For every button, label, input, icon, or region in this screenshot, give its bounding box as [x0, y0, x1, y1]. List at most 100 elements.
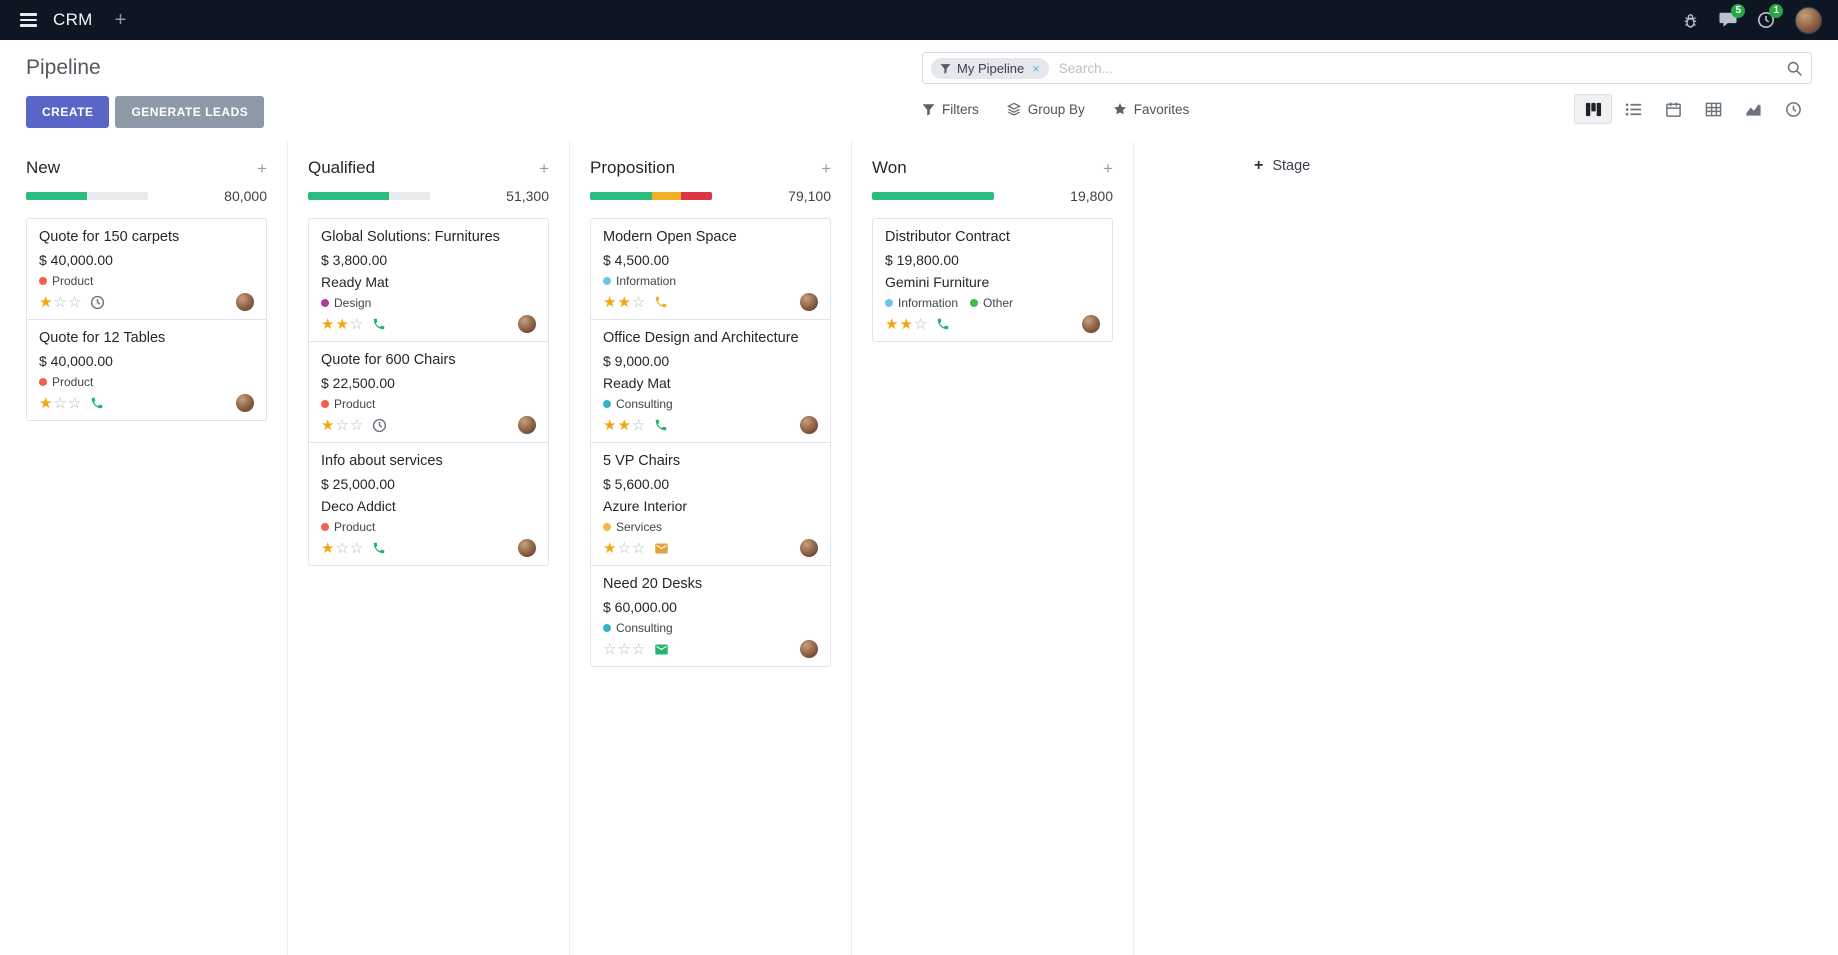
- priority-star[interactable]: ☆: [53, 394, 67, 412]
- priority-stars[interactable]: ★ ☆ ☆: [39, 396, 81, 411]
- phone-activity-icon[interactable]: [372, 317, 386, 331]
- search-facet-my-pipeline[interactable]: My Pipeline ×: [931, 57, 1049, 79]
- activities-clock-icon[interactable]: 1: [1757, 4, 1783, 29]
- group-by-button[interactable]: Group By: [1006, 102, 1085, 117]
- priority-star[interactable]: ☆: [335, 539, 349, 557]
- priority-star[interactable]: ★: [321, 539, 335, 557]
- priority-star[interactable]: ★: [617, 416, 631, 434]
- priority-star[interactable]: ☆: [617, 640, 631, 658]
- create-button[interactable]: CREATE: [26, 96, 110, 128]
- mail-activity-icon[interactable]: [654, 541, 669, 556]
- column-add-button[interactable]: +: [539, 158, 549, 178]
- column-add-button[interactable]: +: [257, 158, 267, 178]
- view-list-button[interactable]: [1614, 94, 1652, 124]
- phone-activity-icon[interactable]: [372, 541, 386, 555]
- search-icon[interactable]: [1786, 60, 1803, 77]
- priority-star[interactable]: ★: [617, 293, 631, 311]
- kanban-card[interactable]: Distributor Contract $ 19,800.00 Gemini …: [872, 218, 1113, 342]
- progressbar-segment[interactable]: [308, 192, 389, 200]
- progressbar-segment[interactable]: [872, 192, 994, 200]
- mail-activity-icon[interactable]: [654, 642, 669, 657]
- view-activity-button[interactable]: [1774, 94, 1812, 124]
- priority-star[interactable]: ☆: [631, 416, 646, 434]
- tag: Design: [321, 296, 371, 310]
- priority-star[interactable]: ☆: [631, 640, 646, 658]
- user-avatar[interactable]: [1795, 6, 1822, 34]
- progressbar-segment[interactable]: [590, 192, 653, 200]
- clock-activity-icon[interactable]: [372, 418, 387, 433]
- priority-star[interactable]: ☆: [349, 539, 364, 557]
- priority-star[interactable]: ★: [39, 394, 53, 412]
- phone-activity-icon[interactable]: [654, 418, 668, 432]
- column-progressbar[interactable]: [308, 192, 430, 200]
- progressbar-segment[interactable]: [652, 192, 682, 200]
- kanban-card[interactable]: Quote for 12 Tables $ 40,000.00 Product …: [26, 319, 267, 421]
- apps-menu-icon[interactable]: [16, 9, 41, 30]
- column-progressbar[interactable]: [26, 192, 148, 200]
- salesperson-avatar: [1082, 315, 1100, 333]
- priority-star[interactable]: ★: [603, 416, 617, 434]
- phone-activity-icon[interactable]: [90, 396, 104, 410]
- kanban-card[interactable]: Modern Open Space $ 4,500.00 Information…: [590, 218, 831, 320]
- view-calendar-button[interactable]: [1654, 94, 1692, 124]
- priority-stars[interactable]: ★ ☆ ☆: [321, 418, 363, 433]
- column-progressbar[interactable]: [872, 192, 994, 200]
- view-kanban-button[interactable]: [1574, 94, 1612, 124]
- priority-stars[interactable]: ★ ☆ ☆: [321, 541, 363, 556]
- column-progressbar[interactable]: [590, 192, 712, 200]
- priority-star[interactable]: ★: [321, 416, 335, 434]
- kanban-card[interactable]: Quote for 600 Chairs $ 22,500.00 Product…: [308, 341, 549, 443]
- progressbar-segment[interactable]: [26, 192, 87, 200]
- priority-star[interactable]: ★: [39, 293, 53, 311]
- priority-stars[interactable]: ★ ★ ☆: [603, 295, 645, 310]
- kanban-card[interactable]: Quote for 150 carpets $ 40,000.00 Produc…: [26, 218, 267, 320]
- priority-star[interactable]: ☆: [53, 293, 67, 311]
- priority-stars[interactable]: ★ ★ ☆: [603, 418, 645, 433]
- kanban-card[interactable]: Need 20 Desks $ 60,000.00 Consulting ☆ ☆ ☆: [590, 565, 831, 667]
- phone-activity-icon[interactable]: [936, 317, 950, 331]
- search-bar[interactable]: My Pipeline ×: [922, 52, 1812, 84]
- priority-star[interactable]: ☆: [335, 416, 349, 434]
- column-add-button[interactable]: +: [821, 158, 831, 178]
- priority-star[interactable]: ☆: [631, 293, 646, 311]
- priority-star[interactable]: ☆: [631, 539, 646, 557]
- priority-star[interactable]: ☆: [349, 416, 364, 434]
- priority-star[interactable]: ☆: [603, 640, 617, 658]
- priority-star[interactable]: ☆: [617, 539, 631, 557]
- priority-stars[interactable]: ★ ☆ ☆: [39, 295, 81, 310]
- kanban-card[interactable]: Info about services $ 25,000.00 Deco Add…: [308, 442, 549, 566]
- topbar-plus-button[interactable]: +: [114, 9, 127, 31]
- priority-star[interactable]: ☆: [67, 293, 82, 311]
- filters-button[interactable]: Filters: [922, 102, 979, 117]
- generate-leads-button[interactable]: GENERATE LEADS: [115, 96, 265, 128]
- priority-star[interactable]: ★: [899, 315, 913, 333]
- phone-activity-icon[interactable]: [654, 295, 668, 309]
- priority-stars[interactable]: ☆ ☆ ☆: [603, 642, 645, 657]
- priority-star[interactable]: ★: [885, 315, 899, 333]
- priority-star[interactable]: ☆: [349, 315, 364, 333]
- priority-star[interactable]: ☆: [913, 315, 928, 333]
- view-pivot-button[interactable]: [1694, 94, 1732, 124]
- progressbar-segment[interactable]: [681, 192, 712, 200]
- kanban-card[interactable]: Office Design and Architecture $ 9,000.0…: [590, 319, 831, 443]
- kanban-card[interactable]: Global Solutions: Furnitures $ 3,800.00 …: [308, 218, 549, 342]
- debug-bug-icon[interactable]: [1682, 12, 1699, 29]
- priority-stars[interactable]: ★ ★ ☆: [885, 317, 927, 332]
- priority-stars[interactable]: ★ ★ ☆: [321, 317, 363, 332]
- priority-star[interactable]: ★: [603, 539, 617, 557]
- favorites-button[interactable]: Favorites: [1113, 102, 1189, 117]
- priority-star[interactable]: ★: [321, 315, 335, 333]
- clock-activity-icon[interactable]: [90, 295, 105, 310]
- view-graph-button[interactable]: [1734, 94, 1772, 124]
- priority-star[interactable]: ★: [603, 293, 617, 311]
- kanban-card[interactable]: 5 VP Chairs $ 5,600.00 Azure Interior Se…: [590, 442, 831, 566]
- priority-star[interactable]: ★: [335, 315, 349, 333]
- search-input[interactable]: [1048, 60, 1786, 76]
- priority-stars[interactable]: ★ ☆ ☆: [603, 541, 645, 556]
- facet-remove-icon[interactable]: ×: [1032, 60, 1040, 76]
- priority-star[interactable]: ☆: [67, 394, 82, 412]
- card-footer: ★ ☆ ☆: [321, 416, 536, 434]
- add-stage-button[interactable]: + Stage: [1254, 158, 1310, 175]
- messages-icon[interactable]: 5: [1719, 4, 1745, 29]
- column-add-button[interactable]: +: [1103, 158, 1113, 178]
